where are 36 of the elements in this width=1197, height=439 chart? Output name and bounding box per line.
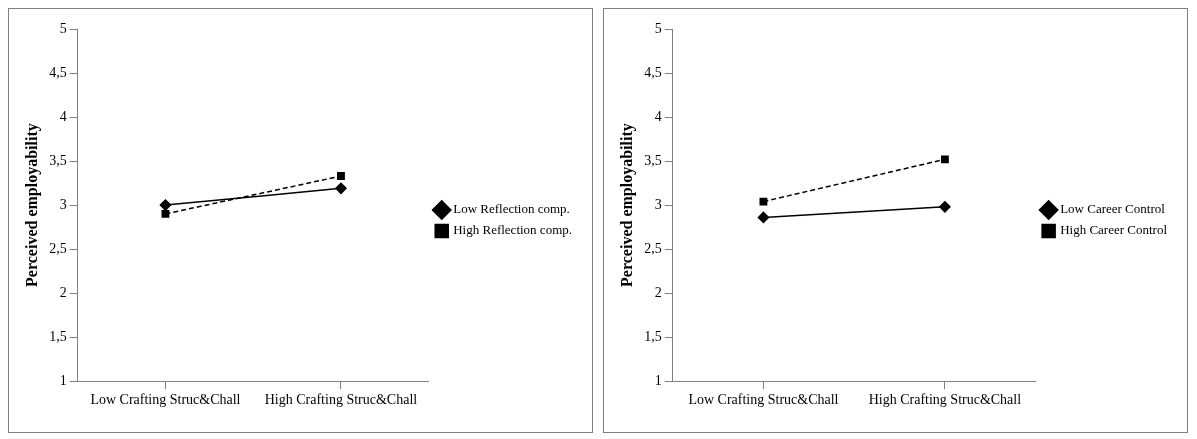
y-tick-label: 4,5 [49,64,67,80]
y-tick-label: 2,5 [49,240,67,256]
y-tick-label: 5 [654,20,662,36]
y-tick-label: 3,5 [49,152,67,168]
y-tick-label: 3 [59,196,67,212]
legend-label: Low Reflection comp. [453,201,570,217]
y-tick-label: 1,5 [49,328,67,344]
point [159,199,172,211]
point [940,155,949,164]
y-tick-label: 4,5 [644,64,662,80]
y-tick-label: 5 [59,20,67,36]
point [939,201,951,213]
point [335,182,347,195]
y-tick-label: 3,5 [644,152,662,168]
y-axis-title: Perceived employability [22,123,41,287]
point [161,209,170,218]
y-tick-label: 1,5 [644,328,662,344]
x-tick-label: Low Crafting Struc&Chall [90,392,241,408]
legend-label: High Career Control [1060,222,1168,238]
y-axis-title: Perceived employability [617,123,636,287]
legend-label: Low Career Control [1060,201,1166,217]
y-tick-label: 1 [59,372,67,388]
y-tick-label: 4 [59,108,67,124]
legend-label: High Reflection comp. [453,222,572,238]
point [337,172,345,180]
x-tick-label: Low Crafting Struc&Chall [688,392,839,408]
point [759,197,768,206]
y-tick-label: 2,5 [644,240,662,256]
y-tick-label: 1 [654,372,662,388]
y-tick-label: 2 [59,284,67,300]
y-tick-label: 2 [654,284,662,300]
y-tick-label: 3 [654,196,662,212]
x-tick-label: High Crafting Struc&Chall [868,392,1022,408]
point [757,211,770,224]
x-tick-label: High Crafting Struc&Chall [264,392,418,408]
y-tick-label: 4 [654,108,662,124]
